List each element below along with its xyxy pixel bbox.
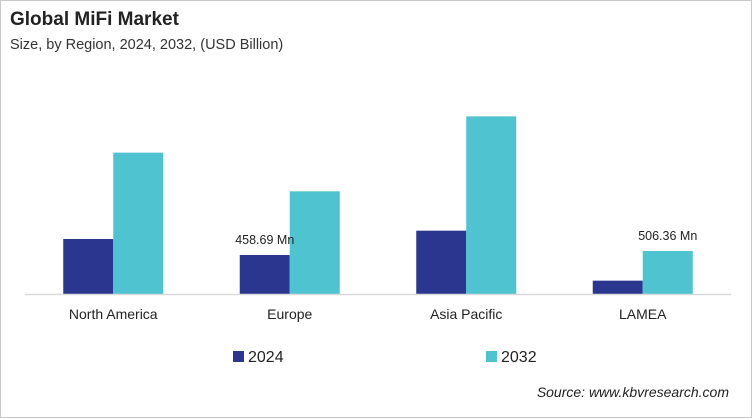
x-tick-label: LAMEA xyxy=(619,306,667,322)
x-tick-label: Asia Pacific xyxy=(430,306,502,322)
bar-2024-asia-pacific xyxy=(416,230,467,294)
bar-2032-europe xyxy=(289,191,340,294)
legend-label-2032: 2032 xyxy=(501,349,537,366)
source-note: Source: www.kbvresearch.com xyxy=(536,384,729,400)
x-tick-label: North America xyxy=(69,306,158,322)
legend-swatch-2024 xyxy=(233,351,244,362)
data-label: 506.36 Mn xyxy=(638,229,697,243)
bar-2024-europe xyxy=(239,255,290,294)
chart-subtitle: Size, by Region, 2024, 2032, (USD Billio… xyxy=(10,37,284,53)
bar-2024-lamea xyxy=(592,280,643,294)
bar-2032-lamea xyxy=(642,250,693,294)
bar-2032-north-america xyxy=(113,152,164,294)
legend-swatch-2032 xyxy=(486,351,497,362)
chart-title: Global MiFi Market xyxy=(10,9,179,30)
x-tick-label: Europe xyxy=(267,306,312,322)
bar-2032-asia-pacific xyxy=(466,116,517,294)
bar-2024-north-america xyxy=(63,239,114,294)
data-label: 458.69 Mn xyxy=(235,233,294,247)
legend-label-2024: 2024 xyxy=(248,349,284,366)
